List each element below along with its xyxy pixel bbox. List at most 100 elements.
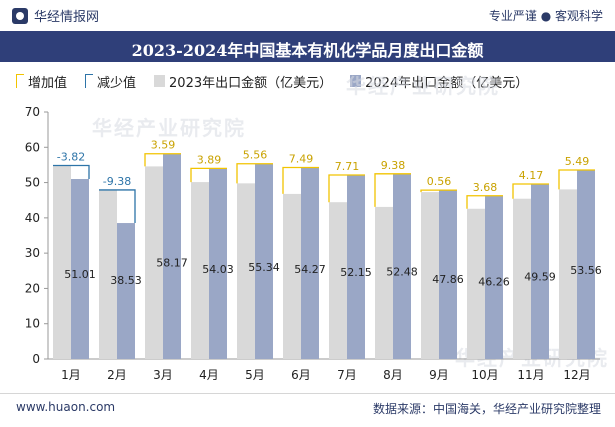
bar-2023: [145, 166, 163, 359]
data-label-2024: 52.48: [386, 266, 418, 279]
increase-bracket: [558, 169, 595, 190]
footer-divider: [0, 393, 615, 394]
legend-label-2023: 2023年出口金额（亿美元）: [169, 75, 333, 91]
data-label-2024: 54.03: [202, 263, 234, 276]
bar-2023: [191, 182, 209, 359]
chart-title: 2023-2024年中国基本有机化学品月度出口金额: [131, 41, 484, 60]
bar-2024: [393, 173, 411, 359]
data-label-2024: 54.27: [294, 263, 326, 276]
decrease-bracket: [99, 189, 136, 224]
change-label: -9.38: [103, 175, 131, 188]
increase-bracket: [374, 173, 411, 207]
x-tick-label: 10月: [471, 368, 498, 382]
x-tick-label: 7月: [337, 368, 357, 382]
series-2023-swatch-icon: [154, 75, 166, 87]
bar-2023: [99, 189, 117, 359]
bar-2024: [163, 153, 181, 359]
legend-item-2024[interactable]: 2024年出口金额（亿美元）: [350, 72, 528, 91]
increase-bracket: [236, 163, 273, 184]
bar-2024: [577, 170, 595, 359]
x-tick-label: 8月: [383, 368, 403, 382]
data-label-2024: 53.56: [570, 264, 602, 277]
brand[interactable]: 华经情报网: [12, 6, 99, 25]
y-tick-label: 20: [25, 281, 40, 295]
y-tick-label: 70: [25, 105, 40, 119]
data-label-2024: 46.26: [478, 276, 510, 289]
x-tick-label: 11月: [517, 368, 544, 382]
increase-bracket: [190, 167, 227, 183]
change-label: 5.49: [565, 155, 590, 168]
legend-label-increase: 增加值: [28, 75, 68, 91]
chart-legend: 增加值 减少值 2023年出口金额（亿美元） 2024年出口金额（亿美元）: [16, 70, 546, 92]
bar-2024: [255, 163, 273, 359]
increase-bracket: [466, 195, 503, 209]
legend-label-2024: 2024年出口金额（亿美元）: [365, 75, 529, 91]
footer-website[interactable]: www.huaon.com: [16, 400, 116, 414]
x-tick-label: 9月: [429, 368, 449, 382]
legend-item-2023[interactable]: 2023年出口金额（亿美元）: [154, 72, 332, 91]
series-2024-swatch-icon: [350, 75, 362, 87]
data-label-2024: 38.53: [110, 274, 142, 287]
decrease-swatch-icon: [85, 74, 94, 88]
x-tick-label: 3月: [153, 368, 173, 382]
watermark-upper-left: 华经产业研究院: [92, 116, 246, 140]
x-tick-label: 2月: [107, 368, 127, 382]
change-label: -3.82: [57, 151, 85, 164]
increase-bracket: [144, 153, 181, 167]
tagline: 专业严谨 ● 客观科学: [488, 9, 603, 23]
bar-2023: [559, 189, 577, 359]
bar-2023: [53, 165, 71, 359]
y-tick-label: 10: [25, 317, 40, 331]
increase-bracket: [328, 174, 365, 203]
brand-logo-icon: [12, 7, 28, 24]
data-label-2024: 47.86: [432, 273, 464, 286]
y-tick-label: 40: [25, 211, 40, 225]
change-label: 7.71: [335, 160, 360, 173]
data-label-2024: 58.17: [156, 257, 188, 270]
y-tick-label: 0: [32, 352, 40, 366]
change-label: 3.68: [473, 181, 498, 194]
x-tick-label: 1月: [61, 368, 81, 382]
brand-name: 华经情报网: [34, 10, 100, 25]
data-label-2024: 55.34: [248, 261, 280, 274]
bar-2024: [485, 195, 503, 359]
data-label-2024: 49.59: [524, 270, 556, 283]
increase-bracket: [282, 166, 319, 194]
x-tick-label: 6月: [291, 368, 311, 382]
bar-2024: [347, 174, 365, 359]
y-tick-label: 50: [25, 176, 40, 190]
change-label: 7.49: [289, 153, 314, 166]
bar-2024: [439, 190, 457, 359]
increase-swatch-icon: [16, 74, 24, 88]
increase-bracket: [512, 183, 549, 199]
data-label-2024: 51.01: [64, 268, 96, 281]
bar-2024: [531, 184, 549, 359]
data-label-2024: 52.15: [340, 266, 372, 279]
x-tick-label: 12月: [563, 368, 590, 382]
bar-2024: [301, 167, 319, 359]
bar-2023: [421, 192, 439, 359]
decrease-bracket: [53, 164, 90, 180]
bar-2024: [209, 168, 227, 359]
bar-2023: [467, 208, 485, 359]
bar-2023: [513, 198, 531, 359]
change-label: 5.56: [243, 149, 268, 162]
change-label: 3.59: [151, 139, 176, 152]
legend-label-decrease: 减少值: [97, 75, 137, 91]
change-label: 4.17: [519, 169, 544, 182]
legend-item-increase[interactable]: 增加值: [16, 72, 67, 91]
change-label: 0.56: [427, 175, 452, 188]
y-tick-label: 30: [25, 246, 40, 260]
legend-item-decrease[interactable]: 减少值: [85, 72, 136, 91]
change-label: 3.89: [197, 153, 222, 166]
x-tick-label: 4月: [199, 368, 219, 382]
footer-source: 数据来源：中国海关，华经产业研究院整理: [372, 402, 601, 416]
x-tick-label: 5月: [245, 368, 265, 382]
bar-2024: [71, 179, 89, 359]
title-bar: [0, 31, 615, 62]
bar-2024: [117, 223, 135, 359]
bar-2023: [329, 202, 347, 359]
watermark-upper-right: 华经产业研究院: [346, 74, 500, 98]
